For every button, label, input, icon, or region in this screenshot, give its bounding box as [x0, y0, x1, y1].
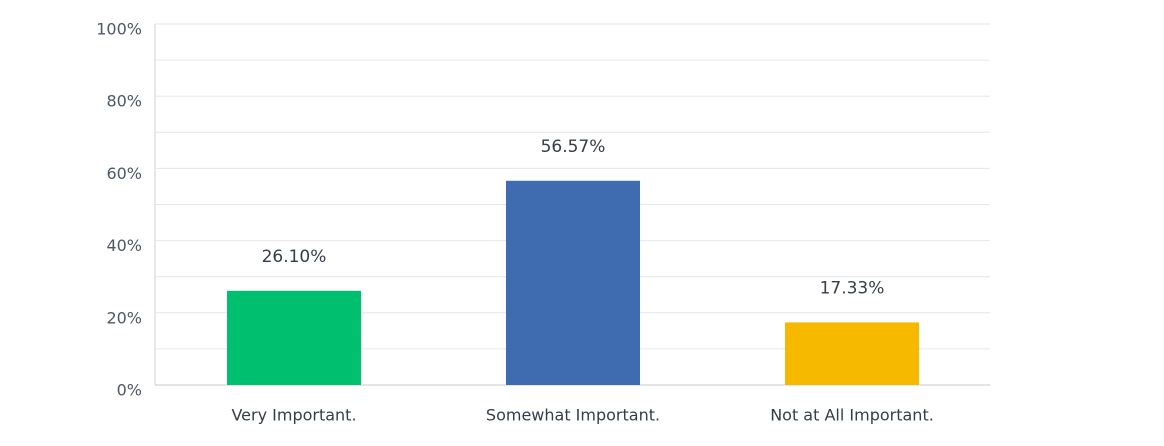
bar	[506, 180, 640, 385]
x-tick-label: Not at All Important.	[770, 406, 934, 425]
x-tick-label: Somewhat Important.	[486, 406, 660, 425]
bar	[785, 322, 919, 385]
y-tick-label: 80%	[106, 92, 142, 111]
bar	[227, 290, 361, 385]
x-tick-label: Very Important.	[231, 406, 356, 425]
value-label: 26.10%	[262, 247, 327, 267]
y-tick-label: 100%	[96, 20, 142, 39]
y-tick-label: 60%	[106, 164, 142, 183]
y-tick-label: 20%	[106, 308, 142, 327]
y-tick-label: 40%	[106, 236, 142, 255]
value-label: 17.33%	[820, 278, 885, 298]
y-tick-label: 0%	[117, 381, 142, 400]
value-label: 56.57%	[541, 137, 606, 157]
